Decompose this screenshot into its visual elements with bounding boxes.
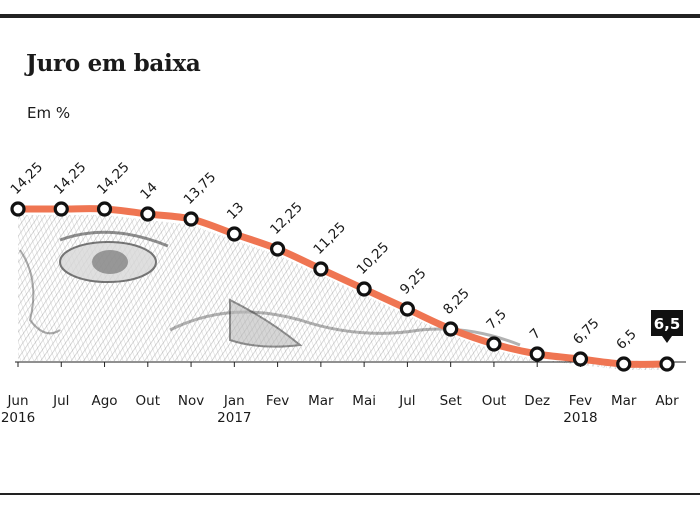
engraving-nose [229,298,303,348]
data-point [486,336,502,352]
x-tick-label: Jul [52,393,69,409]
value-label: 10,25 [354,239,393,278]
chart-title: Juro em baixa [26,50,201,77]
data-point [140,206,156,222]
callout-value: 6,5 [654,315,681,333]
top-rule [0,14,700,18]
data-point [183,211,199,227]
data-point [270,241,286,257]
callout-box [651,310,683,336]
x-tick-label: Set [440,393,462,409]
x-tick-label: Jul [398,393,415,409]
x-tick-label: Mar [308,393,334,409]
banknote-engraving-background [18,215,667,370]
engraving-crosshatch [18,215,667,370]
value-label: 9,25 [397,265,430,298]
data-point [443,321,459,337]
value-label: 13,75 [181,169,220,208]
value-label: 13 [224,199,247,222]
data-point [572,351,589,367]
value-label: 7 [527,325,544,342]
x-tick-label: Jan [223,393,245,409]
series-points [10,201,675,372]
x-year-label: 2016 [1,410,35,426]
data-point [53,201,69,217]
data-point [399,301,415,317]
x-tick-label: Abr [655,393,679,409]
x-tick-label: Fev [569,393,592,409]
x-tick-label: Fev [266,393,289,409]
value-label: 6,5 [613,326,640,353]
data-point [10,201,26,217]
x-year-label: 2018 [563,410,597,426]
x-tick-label: Jun [6,393,28,409]
data-point [356,281,372,297]
x-tick-label: Ago [91,393,117,409]
bottom-rule [0,493,700,495]
unit-label: Em % [27,104,71,122]
series-line [14,205,671,368]
value-label: 14,25 [8,159,47,198]
x-tick-label: Out [136,393,160,409]
value-label: 14 [137,179,160,202]
value-label: 7,5 [483,306,510,333]
data-point [226,226,242,242]
x-tick-label: Mar [611,393,637,409]
x-tick-label: Mai [352,393,376,409]
value-label: 11,25 [310,219,349,258]
value-label: 8,25 [440,285,473,318]
x-tick-label: Out [482,393,506,409]
engraving-iris [92,250,128,274]
x-tick-label: Dez [524,393,550,409]
callout-pointer [662,336,672,343]
data-point [659,356,675,372]
engraving-brow [59,230,169,248]
value-label: 14,25 [94,159,133,198]
data-point [529,346,545,362]
last-value-callout: 6,5 [651,310,683,343]
data-point [96,201,113,217]
value-label: 14,25 [51,159,90,198]
data-point [616,356,632,372]
data-point [313,261,329,277]
x-year-label: 2017 [217,410,251,426]
value-label: 6,75 [570,315,603,348]
engraving-hair [19,249,61,335]
x-tick-label: Nov [178,393,204,409]
value-label: 12,25 [267,199,306,238]
